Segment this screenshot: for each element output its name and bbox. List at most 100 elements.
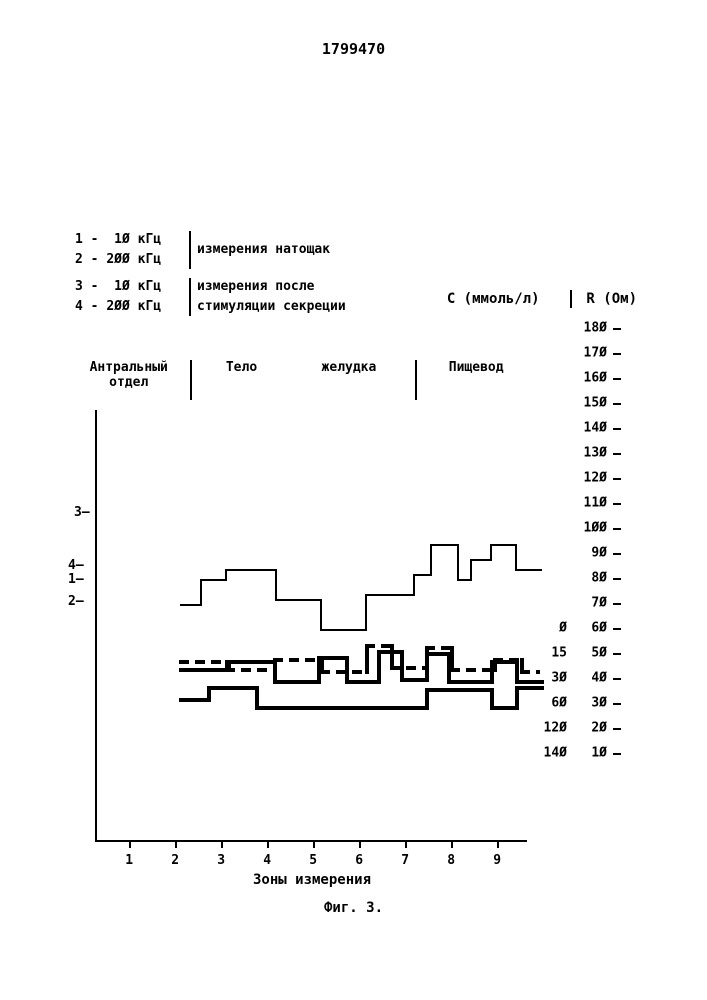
r-tick-mark <box>613 478 621 480</box>
r-tick-mark <box>613 603 621 605</box>
xtick-mark <box>267 840 269 848</box>
legend-row-1: 1 - 1Ø кГц <box>75 230 185 250</box>
legend-row-2: 2 - 2ØØ кГц <box>75 250 185 270</box>
legend-bracket-bottom <box>189 278 191 316</box>
series-seg-4 <box>441 646 450 650</box>
series-seg-4 <box>179 660 189 664</box>
series-seg-4 <box>257 668 267 672</box>
r-tick-mark <box>613 353 621 355</box>
series-seg-3 <box>320 599 322 631</box>
series-seg-4 <box>536 670 540 674</box>
xtick-mark <box>497 840 499 848</box>
r-tick-mark <box>613 328 621 330</box>
series-seg-3 <box>275 569 277 601</box>
chart-plot-area: Зоны измерения 123456789 <box>95 410 527 842</box>
series-seg-3 <box>470 559 472 581</box>
series-seg-3 <box>413 574 415 596</box>
axis-title-separator <box>570 290 572 308</box>
r-tick-mark <box>613 753 621 755</box>
r-tick-mark <box>613 378 621 380</box>
r-tick-mark <box>613 728 621 730</box>
r-tick-label: 17Ø <box>584 346 607 361</box>
x-axis-title: Зоны измерения <box>253 872 371 888</box>
series-seg-4 <box>450 668 460 672</box>
xtick-mark <box>405 840 407 848</box>
series-seg-4 <box>352 670 362 674</box>
series-seg-1 <box>227 660 277 664</box>
r-tick-label: 1Ø <box>591 746 607 761</box>
region-body-2: желудка <box>281 360 418 390</box>
series-seg-4 <box>241 668 251 672</box>
r-tick-mark <box>613 678 621 680</box>
axis-titles: С (ммоль/л) R (Ом) <box>447 290 637 308</box>
r-tick-label: 13Ø <box>584 446 607 461</box>
r-tick-label: 2Ø <box>591 721 607 736</box>
xtick-mark <box>221 840 223 848</box>
r-tick-mark <box>613 628 621 630</box>
r-tick-label: 9Ø <box>591 546 607 561</box>
series-seg-3 <box>490 544 517 546</box>
series-label-4: 4— <box>68 558 84 573</box>
series-seg-4 <box>305 658 315 662</box>
series-seg-2 <box>515 686 544 690</box>
xtick-label: 8 <box>447 853 455 868</box>
xtick-mark <box>129 840 131 848</box>
series-seg-3 <box>200 579 202 606</box>
c-tick-label: 3Ø <box>551 671 567 686</box>
series-label-1: 1— <box>68 572 84 587</box>
xtick-label: 7 <box>401 853 409 868</box>
r-tick-label: 8Ø <box>591 571 607 586</box>
series-seg-4 <box>195 660 205 664</box>
region-esophagus: Пищевод <box>417 360 525 390</box>
r-tick-mark <box>613 453 621 455</box>
xtick-label: 5 <box>309 853 317 868</box>
series-seg-4 <box>273 658 283 662</box>
r-tick-label: 11Ø <box>584 496 607 511</box>
series-seg-4 <box>520 670 530 674</box>
c-tick-label: 14Ø <box>544 746 567 761</box>
r-tick-label: 12Ø <box>584 471 607 486</box>
region-labels: Антральныйотдел Тело желудка Пищевод <box>75 360 525 390</box>
series-seg-1 <box>345 680 381 684</box>
series-seg-1 <box>447 680 494 684</box>
series-seg-4 <box>289 658 299 662</box>
legend: 1 - 1Ø кГц 2 - 2ØØ кГц измерения натощак… <box>75 230 346 316</box>
series-seg-1 <box>377 650 381 684</box>
legend-bracket-top <box>189 231 191 269</box>
series-seg-3 <box>470 559 492 561</box>
region-body-1: Тело <box>182 360 280 390</box>
series-seg-3 <box>225 569 277 571</box>
r-tick-label: 16Ø <box>584 371 607 386</box>
xtick-label: 2 <box>171 853 179 868</box>
xtick-mark <box>359 840 361 848</box>
r-axis-title: R (Ом) <box>586 291 637 307</box>
series-seg-3 <box>430 544 459 546</box>
r-tick-mark <box>613 503 621 505</box>
legend-row-3: 3 - 1Ø кГц <box>75 277 185 297</box>
r-tick-mark <box>613 578 621 580</box>
r-tick-mark <box>613 703 621 705</box>
c-tick-label: 15 <box>551 646 567 661</box>
r-tick-label: 7Ø <box>591 596 607 611</box>
series-seg-2 <box>425 688 494 692</box>
series-seg-4 <box>365 644 375 648</box>
series-seg-1 <box>273 680 321 684</box>
xtick-label: 4 <box>263 853 271 868</box>
series-seg-4 <box>509 658 519 662</box>
series-seg-3 <box>320 629 367 631</box>
xtick-label: 3 <box>217 853 225 868</box>
xtick-label: 6 <box>355 853 363 868</box>
series-seg-3 <box>200 579 227 581</box>
series-seg-3 <box>430 544 432 576</box>
series-seg-2 <box>207 686 259 690</box>
r-tick-label: 1ØØ <box>584 521 607 536</box>
xtick-mark <box>313 840 315 848</box>
r-tick-label: 4Ø <box>591 671 607 686</box>
series-label-3: 3— <box>74 505 90 520</box>
series-seg-3 <box>490 544 492 561</box>
page-number: 1799470 <box>322 40 385 58</box>
r-tick-label: 14Ø <box>584 421 607 436</box>
series-seg-2 <box>255 706 429 710</box>
c-tick-label: 6Ø <box>551 696 567 711</box>
r-tick-label: 5Ø <box>591 646 607 661</box>
